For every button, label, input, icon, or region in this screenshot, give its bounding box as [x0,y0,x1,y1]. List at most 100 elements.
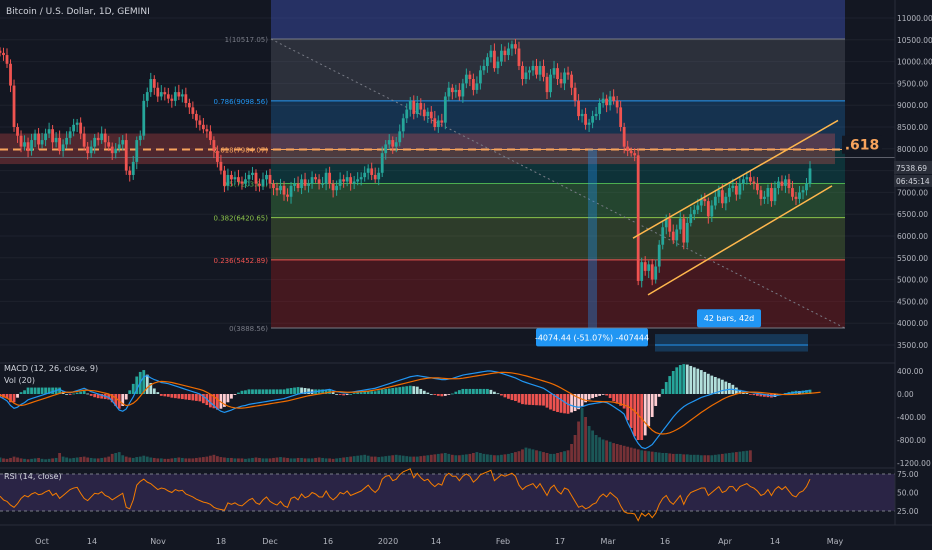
volume-bar [528,448,531,462]
macd-hist-bar [531,394,535,406]
macd-hist-bar [391,388,395,394]
candle-body [734,185,738,195]
volume-bar [128,457,132,462]
volume-bar [514,452,517,462]
candle-body [300,179,303,189]
volume-bar [664,453,668,462]
macd-hist-bar [507,394,510,399]
candle-body [16,127,19,136]
macd-hist-bar [657,394,661,397]
volume-bar [219,457,223,462]
macd-hist-bar [33,387,37,394]
macd-hist-bar [591,394,594,399]
candle-body [30,140,33,151]
candle-body [577,100,580,117]
candle-body [763,196,766,199]
macd-hist-bar [412,386,416,394]
candle-body [296,183,300,189]
volume-bar [377,457,381,462]
macd-hist-bar [16,394,19,398]
candle-body [636,155,640,281]
time-tick: May [827,537,844,546]
candle-body [216,150,219,162]
volume-bar [194,457,198,462]
volume-bar [121,455,125,462]
macd-hist-bar [471,388,475,394]
price-pane[interactable]: 1(10517.05)0.786(9098.56)0.618(7984.07)0… [0,0,895,360]
volume-bar [450,454,454,462]
macd-hist-bar [710,375,714,394]
candle-body [419,103,423,110]
candle-body [713,196,717,206]
candle-body [521,65,524,80]
candle-body [244,179,247,184]
candle-body [808,168,812,184]
candle-body [486,57,489,66]
candle-body [780,181,784,186]
macd-hist-bar [223,394,226,407]
macd-hist-bar [230,394,233,399]
candle-body [657,244,661,267]
candle-body [703,198,707,202]
macd-hist-bar [201,394,205,404]
volume-bar [696,454,700,462]
macd-hist-bar [152,388,156,394]
macd-hist-bar [128,390,132,394]
candle-body [0,50,2,53]
volume-bar [552,453,556,462]
candle-body [647,264,651,271]
macd-hist-bar [159,394,163,396]
candle-body [89,146,93,154]
macd-hist-bar [177,394,181,399]
candle-body [650,264,654,280]
volume-bar [636,449,640,462]
price-tick: 7000.00 [897,188,928,197]
candle-body [524,72,528,80]
macd-hist-bar [261,389,265,394]
time-tick: 16 [323,537,333,546]
candle-body [587,122,591,125]
candle-body [286,194,289,197]
volume-bar [654,452,658,462]
volume-bar [331,458,335,462]
price-tick: 4000.00 [897,319,928,328]
candle-body [798,192,801,199]
volume-bar [321,457,324,462]
volume-bar [412,456,416,462]
candle-body [254,172,258,184]
candle-body [457,89,461,97]
volume-bar [464,454,468,462]
macd-hist-bar [191,394,195,401]
volume-bar [531,449,535,462]
volume-bar [223,457,226,462]
macd-hist-bar [601,394,605,395]
macd-hist-bar [384,388,388,394]
price-tick: 6000.00 [897,232,928,241]
volume-bar [342,457,346,462]
volume-bar [68,458,72,462]
candle-body [678,218,682,230]
volume-bar [703,455,707,462]
macd-hist-bar [419,388,423,394]
channel-upper [632,119,839,239]
macd-hist-bar [759,394,763,397]
candle-body [307,183,310,186]
macd-hist-bar [279,389,282,394]
macd-hist-bar [717,378,721,394]
macd-hist-bar [633,394,637,437]
fib-zone [271,183,845,218]
macd-hist-bar [300,387,303,394]
candle-body [37,133,40,145]
macd-hist-bar [489,389,493,394]
volume-bar [748,450,752,462]
candle-body [103,133,107,143]
volume-bar [489,454,493,462]
macd-hist-bar [44,387,47,394]
candle-body [128,170,132,175]
macd-hist-bar [51,387,54,394]
macd-hist-bar [514,394,517,401]
volume-bar [349,456,353,462]
macd-hist-bar [661,388,665,394]
candle-body [219,161,223,171]
